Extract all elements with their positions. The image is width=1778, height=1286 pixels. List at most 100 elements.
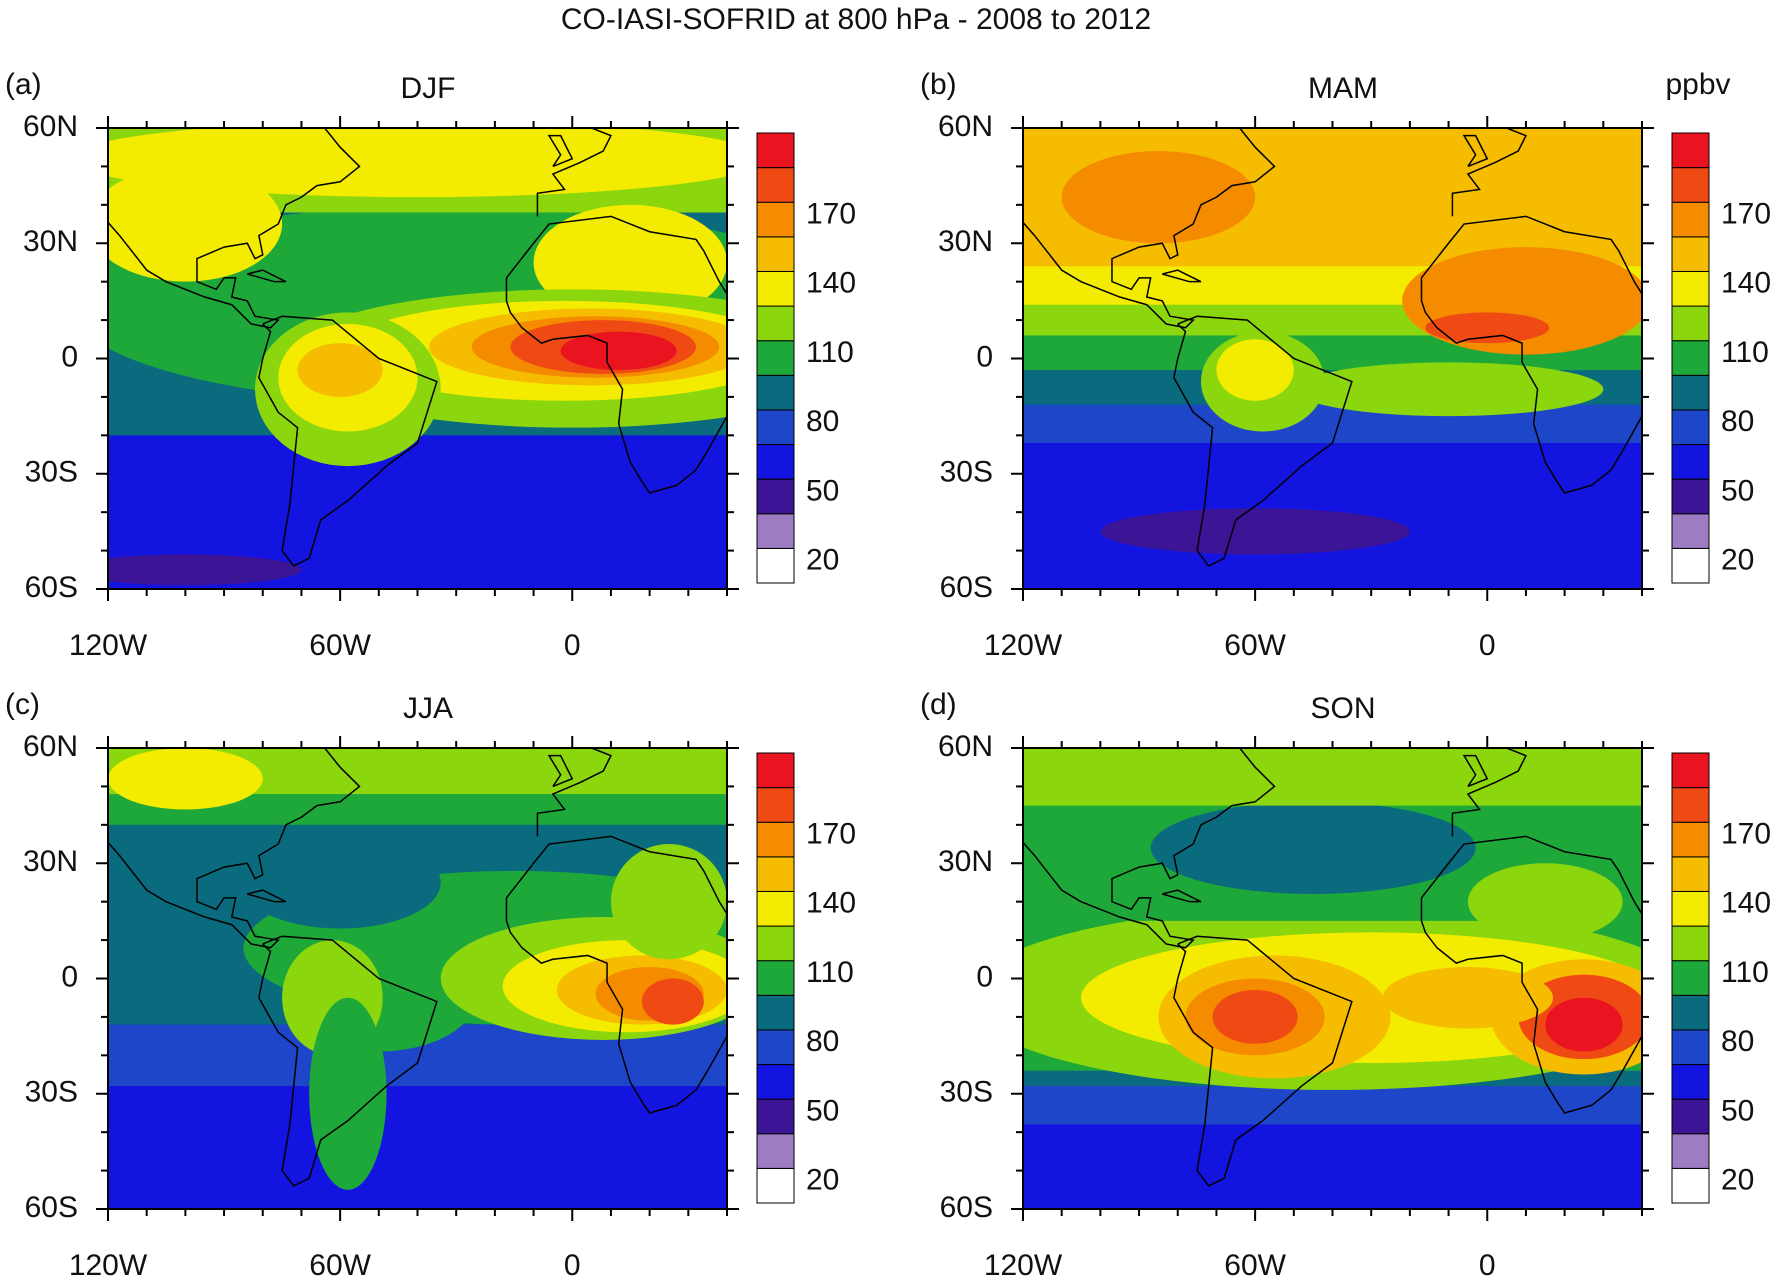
field-region — [1061, 151, 1256, 244]
lat-tick-label: 30S — [25, 456, 78, 489]
lon-tick-label: 60W — [1224, 629, 1286, 662]
field-region — [610, 844, 727, 960]
colorbar-box — [756, 340, 795, 376]
colorbar-label: 50 — [806, 1094, 839, 1127]
colorbar-label: 50 — [1721, 1094, 1754, 1127]
colorbar-box — [1671, 787, 1710, 823]
coastline — [108, 128, 361, 329]
colorbar-box — [756, 994, 795, 1031]
coastline — [1173, 315, 1353, 567]
colorbar-box — [756, 409, 795, 446]
coastline — [258, 315, 438, 567]
map-panel: (a) DJF 60N 30N 0 30S 60S 120W 60W 0 20 50 80 110 140 1… — [5, 68, 856, 662]
field-region — [1216, 339, 1294, 401]
lat-tick-label: 0 — [976, 340, 993, 373]
lat-tick-label: 60S — [25, 571, 78, 604]
colorbar-box — [1671, 1098, 1710, 1135]
colorbar-label: 110 — [1721, 336, 1769, 369]
colorbar-box — [1671, 960, 1710, 996]
season-title: SON — [1310, 692, 1375, 725]
field-region — [108, 128, 727, 198]
colorbar-box — [756, 374, 795, 411]
coastline — [505, 835, 727, 1114]
colorbar-box — [1671, 132, 1710, 169]
coastline — [258, 935, 438, 1187]
figure-title: CO-IASI-SOFRID at 800 hPa - 2008 to 2012 — [561, 3, 1151, 36]
colorbar-box — [756, 513, 795, 549]
colorbar-label: 20 — [806, 1164, 839, 1197]
colorbar-box — [1671, 305, 1710, 342]
field-region — [297, 343, 383, 397]
lat-tick-label: 30S — [25, 1076, 78, 1109]
lat-tick-label: 60N — [23, 730, 78, 763]
colorbar-box — [756, 270, 795, 307]
colorbar-box — [1671, 270, 1710, 307]
map-panel: (d) SON 60N 30N 0 30S 60S 120W 60W 0 20 50 80 110 140 1… — [920, 688, 1771, 1282]
coastline — [547, 754, 574, 788]
field-region — [309, 997, 387, 1190]
panel-label: (a) — [5, 68, 42, 101]
field-region — [1150, 801, 1476, 894]
map-panel: (b) MAM 60N 30N 0 30S 60S 120W 60W 0 20 50 80 110 140 1… — [920, 68, 1771, 662]
colorbar-label: 20 — [806, 544, 839, 577]
co-field — [1023, 748, 1642, 1209]
lon-tick-label: 60W — [309, 1249, 371, 1281]
field-region — [239, 836, 441, 929]
lat-tick-label: 0 — [61, 340, 78, 373]
lat-tick-label: 60S — [940, 1191, 993, 1224]
colorbar-label: 80 — [1721, 405, 1754, 438]
colorbar-box — [1671, 752, 1710, 789]
co-field — [108, 748, 727, 1209]
colorbar-box — [1671, 925, 1710, 962]
panel-label: (d) — [920, 688, 957, 721]
lat-tick-label: 60N — [23, 110, 78, 143]
colorbar-box — [756, 167, 795, 203]
coastline — [505, 215, 727, 494]
colorbar-box — [1671, 1064, 1710, 1100]
colorbar-label: 140 — [1721, 887, 1771, 920]
coastline — [1162, 269, 1202, 283]
colorbar-label: 170 — [1721, 197, 1771, 230]
lat-tick-label: 60S — [25, 1191, 78, 1224]
colorbar-box — [756, 752, 795, 789]
colorbar-label: 170 — [806, 817, 856, 850]
colorbar-box — [1671, 236, 1710, 272]
lat-tick-label: 30S — [940, 1076, 993, 1109]
lat-tick-label: 30N — [23, 225, 78, 258]
colorbar-box — [756, 856, 795, 892]
season-title: JJA — [403, 692, 453, 725]
lon-tick-label: 60W — [1224, 1249, 1286, 1281]
colorbar-box — [756, 960, 795, 996]
colorbar-box — [1671, 547, 1710, 584]
colorbar-box — [756, 1029, 795, 1066]
panel-label: (c) — [5, 688, 40, 721]
colorbar-box — [1671, 444, 1710, 480]
coastline — [247, 889, 287, 903]
colorbar-label: 20 — [1721, 544, 1754, 577]
coastline — [536, 128, 612, 217]
co-field — [108, 128, 727, 589]
field-region — [1382, 966, 1554, 1029]
coastline — [1451, 748, 1527, 837]
colorbar-label: 80 — [806, 405, 839, 438]
lat-tick-label: 30S — [940, 456, 993, 489]
colorbar-label: 110 — [806, 956, 854, 989]
colorbar-box — [1671, 374, 1710, 411]
colorbar-label: 140 — [806, 267, 856, 300]
lat-tick-label: 60N — [938, 110, 993, 143]
colorbar-box — [756, 547, 795, 584]
field-region — [1467, 863, 1623, 941]
colorbar-box — [756, 1064, 795, 1100]
co-field — [1023, 128, 1642, 589]
colorbar-box — [756, 201, 795, 238]
colorbar-box — [756, 925, 795, 962]
colorbar-box — [1671, 1133, 1710, 1169]
colorbar-box — [1671, 994, 1710, 1031]
colorbar-box — [1671, 201, 1710, 238]
coastline — [1462, 134, 1489, 168]
colorbar-label: 110 — [1721, 956, 1769, 989]
colorbar-box — [1671, 1167, 1710, 1204]
field-region — [560, 331, 677, 371]
colorbar-label: 170 — [1721, 817, 1771, 850]
colorbar-box — [756, 1098, 795, 1135]
